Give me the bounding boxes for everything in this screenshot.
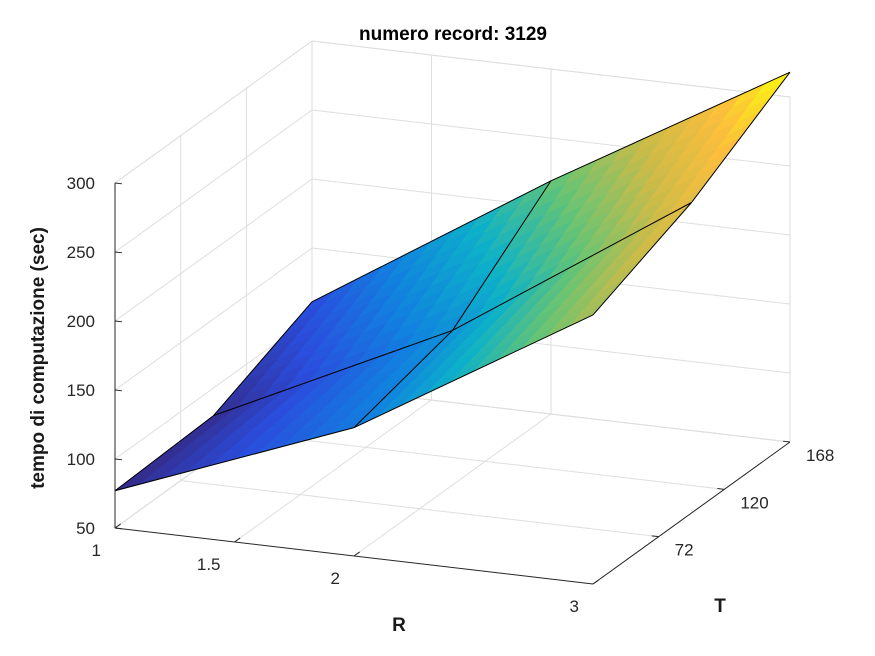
z-tick-label: 300	[67, 174, 95, 193]
chart-title: numero record: 3129	[359, 24, 547, 45]
z-tick-label: 150	[67, 381, 95, 400]
mesh-line-along-t	[592, 71, 791, 316]
surface	[114, 71, 791, 492]
y-tick-mark	[782, 440, 791, 443]
z-tick-mark	[114, 458, 123, 461]
y-axis-line	[592, 441, 791, 585]
x-tick-label: 3	[570, 597, 579, 616]
x-tick-mark	[592, 579, 599, 585]
x-tick-mark	[234, 537, 241, 543]
tick-labels: 1 1.5 2 3 72 120 168 50 100 150 200 250 300	[67, 174, 835, 616]
mesh-line-along-t	[114, 301, 313, 492]
surface-cell	[114, 330, 453, 492]
y-tick-label: 120	[740, 493, 768, 512]
x-tick-mark	[353, 551, 360, 557]
grid-line-z-side	[114, 178, 313, 322]
mesh-line-along-t	[353, 180, 552, 429]
axis-lines	[114, 182, 791, 585]
surface-cell	[452, 71, 791, 331]
z-axis-label: tempo di computazione (sec)	[28, 227, 49, 489]
z-tick-label: 50	[76, 519, 95, 538]
x-tick-mark	[114, 523, 121, 529]
y-tick-label: 168	[806, 446, 834, 465]
x-tick-label: 2	[331, 569, 340, 588]
grid-line-z-side	[114, 247, 313, 391]
z-tick-mark	[114, 320, 123, 323]
z-tick-label: 200	[67, 312, 95, 331]
grid-line-y-floor	[246, 432, 725, 490]
x-tick-label: 1	[92, 541, 101, 560]
surface-cell	[212, 180, 552, 417]
y-tick-mark	[651, 535, 659, 538]
y-axis-label: T	[714, 596, 726, 617]
y-tick-mark	[717, 488, 725, 490]
z-tick-label: 100	[67, 450, 95, 469]
x-axis-label: R	[392, 615, 406, 636]
grid-line-x-floor	[234, 399, 432, 543]
grid-line-z-side	[114, 40, 313, 184]
grid-line-z-side	[114, 109, 313, 253]
surface-cell	[353, 202, 692, 428]
z-tick-mark	[114, 527, 123, 530]
z-tick-label: 250	[67, 243, 95, 262]
y-tick-label: 72	[675, 541, 694, 560]
z-tick-mark	[114, 182, 123, 185]
grid-line-x-floor	[353, 413, 552, 557]
z-tick-mark	[114, 389, 123, 392]
x-tick-label: 1.5	[197, 555, 221, 574]
grid-line-y-floor	[180, 480, 659, 538]
z-tick-mark	[114, 251, 123, 254]
